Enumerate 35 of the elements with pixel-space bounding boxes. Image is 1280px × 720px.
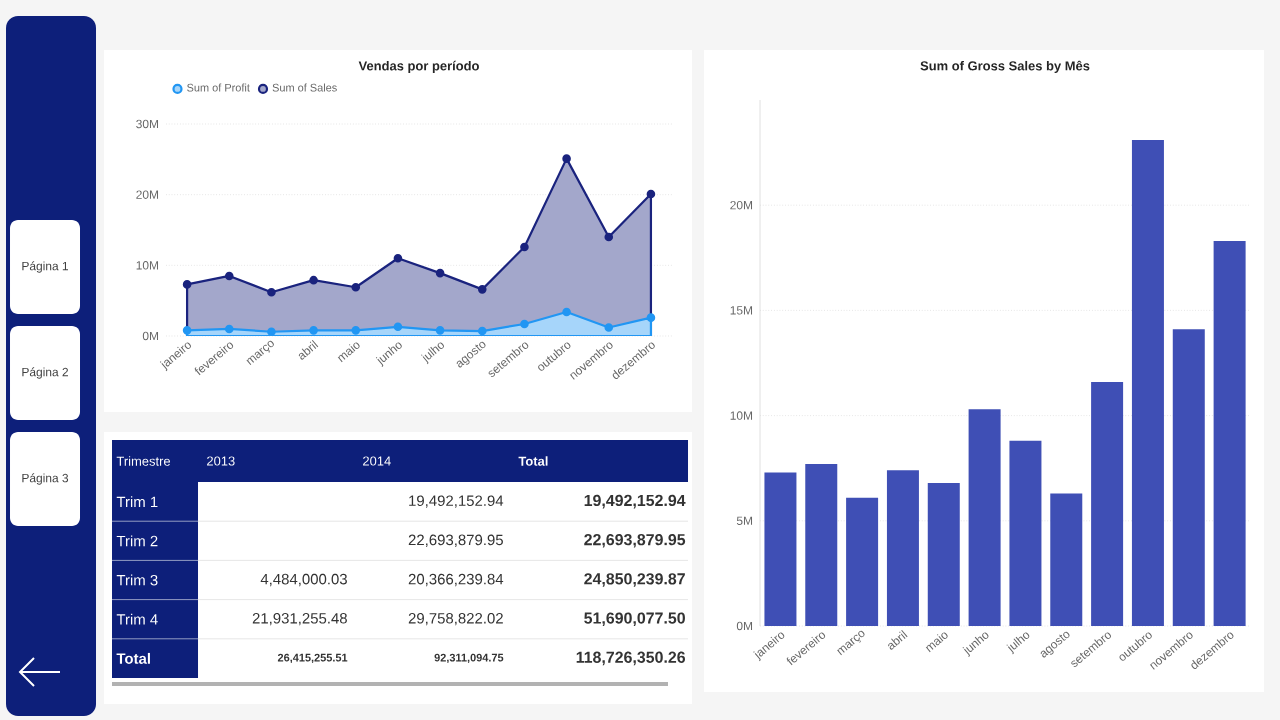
point: [646, 189, 656, 199]
bar: [1213, 240, 1246, 626]
point: [224, 271, 234, 281]
point: [267, 287, 276, 297]
point: [520, 242, 529, 252]
bar: [846, 497, 879, 626]
point: [309, 326, 318, 335]
bar: [968, 409, 1001, 626]
bar: [1131, 139, 1164, 626]
point: [351, 326, 361, 335]
point: [393, 253, 403, 263]
point: [646, 313, 656, 322]
bar: [1050, 493, 1083, 626]
point: [309, 275, 318, 285]
point: [182, 326, 192, 335]
point: [182, 280, 192, 289]
bar: [805, 463, 838, 626]
bar: [927, 482, 960, 626]
bar: [1009, 440, 1042, 626]
point: [224, 324, 234, 334]
point: [520, 319, 529, 329]
point: [393, 322, 403, 332]
point: [477, 285, 487, 294]
bar: [1172, 329, 1205, 626]
bar: [1091, 381, 1124, 626]
point: [477, 326, 487, 336]
point: [435, 268, 445, 278]
point: [604, 323, 614, 332]
point: [562, 154, 571, 163]
point: [351, 282, 361, 292]
point: [604, 232, 614, 242]
point: [435, 326, 445, 335]
point: [562, 307, 571, 317]
bar: [886, 470, 919, 626]
bar: [764, 472, 797, 626]
